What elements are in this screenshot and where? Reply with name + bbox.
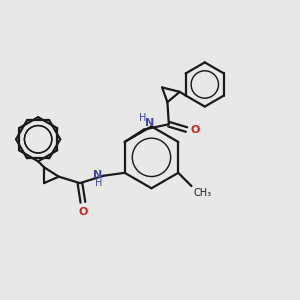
Text: O: O — [190, 124, 200, 134]
Text: N: N — [145, 118, 154, 128]
Text: N: N — [93, 169, 102, 180]
Text: CH₃: CH₃ — [194, 188, 212, 198]
Text: H: H — [139, 113, 146, 123]
Text: O: O — [78, 207, 88, 217]
Text: H: H — [95, 178, 102, 188]
